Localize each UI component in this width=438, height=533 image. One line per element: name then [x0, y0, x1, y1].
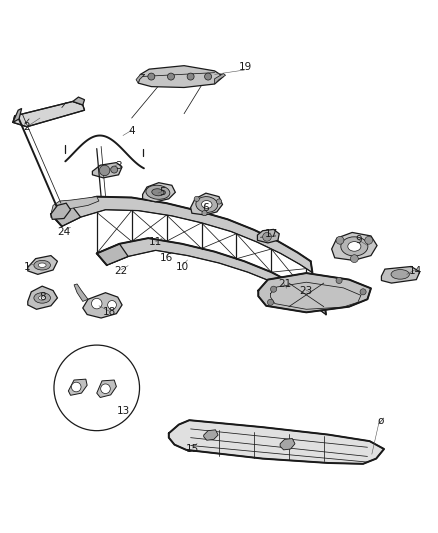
Text: 14: 14 [409, 266, 422, 276]
Polygon shape [143, 183, 175, 202]
Polygon shape [332, 232, 377, 261]
Text: 18: 18 [103, 308, 117, 317]
Polygon shape [13, 101, 85, 127]
Text: 24: 24 [57, 227, 71, 237]
Text: 10: 10 [175, 262, 188, 271]
Polygon shape [138, 66, 223, 87]
Text: 22: 22 [114, 266, 127, 276]
Ellipse shape [39, 296, 46, 300]
Circle shape [336, 277, 342, 284]
Ellipse shape [146, 185, 170, 199]
Polygon shape [28, 286, 57, 309]
Circle shape [54, 345, 140, 431]
Circle shape [167, 73, 174, 80]
Polygon shape [381, 266, 420, 283]
Polygon shape [136, 75, 145, 83]
Circle shape [350, 255, 358, 263]
Text: 4: 4 [128, 126, 135, 136]
Ellipse shape [196, 197, 218, 212]
Ellipse shape [348, 241, 361, 251]
Ellipse shape [391, 270, 410, 279]
Circle shape [92, 298, 102, 309]
Polygon shape [215, 74, 226, 84]
Circle shape [71, 382, 81, 392]
Text: 16: 16 [160, 253, 173, 263]
Text: 19: 19 [239, 61, 252, 71]
Polygon shape [74, 284, 88, 302]
Polygon shape [258, 273, 371, 312]
Ellipse shape [34, 293, 50, 303]
Text: 23: 23 [300, 286, 313, 295]
Circle shape [268, 299, 274, 305]
Circle shape [187, 73, 194, 80]
Text: 1: 1 [24, 262, 30, 271]
Polygon shape [83, 293, 122, 318]
Text: 13: 13 [117, 407, 130, 416]
Polygon shape [191, 193, 223, 215]
Ellipse shape [34, 261, 50, 270]
Polygon shape [92, 163, 122, 178]
Polygon shape [169, 420, 384, 464]
Polygon shape [51, 197, 312, 272]
Text: 5: 5 [159, 187, 166, 197]
Ellipse shape [201, 200, 212, 208]
Circle shape [108, 301, 117, 309]
Polygon shape [97, 244, 128, 265]
Polygon shape [97, 380, 117, 398]
Text: 2: 2 [24, 122, 30, 132]
Text: 21: 21 [278, 279, 291, 289]
Ellipse shape [341, 237, 368, 256]
Circle shape [263, 232, 272, 241]
Text: 11: 11 [149, 238, 162, 247]
Circle shape [205, 73, 212, 80]
Circle shape [271, 286, 277, 292]
Polygon shape [97, 238, 326, 314]
Text: 17: 17 [265, 229, 278, 239]
Polygon shape [51, 204, 81, 227]
Ellipse shape [152, 189, 164, 196]
Polygon shape [204, 430, 218, 440]
Text: 15: 15 [186, 444, 199, 454]
Polygon shape [258, 229, 279, 243]
Polygon shape [51, 197, 99, 217]
Polygon shape [68, 379, 87, 395]
Ellipse shape [38, 263, 46, 268]
Circle shape [216, 199, 222, 204]
Text: 8: 8 [39, 292, 46, 302]
Text: 6: 6 [203, 203, 209, 213]
Circle shape [148, 73, 155, 80]
Circle shape [101, 384, 110, 393]
Polygon shape [28, 256, 57, 274]
Polygon shape [13, 108, 21, 123]
Text: 9: 9 [355, 235, 362, 245]
Circle shape [202, 211, 207, 216]
Polygon shape [73, 97, 85, 105]
Circle shape [99, 165, 110, 176]
Circle shape [111, 166, 118, 173]
Polygon shape [51, 203, 71, 220]
Polygon shape [280, 439, 295, 450]
Circle shape [194, 196, 199, 201]
Circle shape [336, 236, 344, 244]
Circle shape [360, 289, 366, 295]
Text: 3: 3 [115, 161, 122, 171]
Text: ø: ø [378, 415, 384, 425]
Circle shape [365, 236, 373, 244]
